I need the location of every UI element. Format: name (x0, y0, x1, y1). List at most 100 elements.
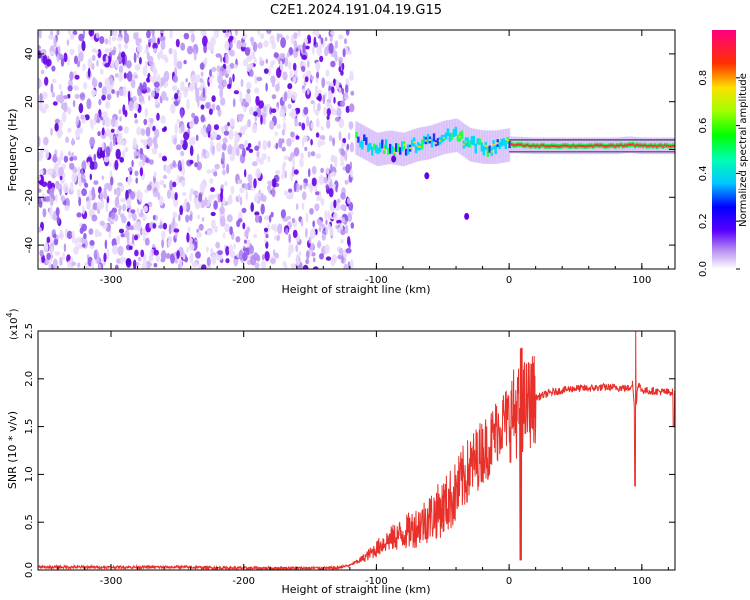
spectrogram-noise-blob (344, 38, 347, 45)
spectrogram-ridge-peak (663, 144, 667, 147)
spectrogram-noise-blob (78, 196, 82, 207)
spectrogram-noise-blob (292, 229, 298, 239)
spectrogram-noise-blob (105, 55, 109, 63)
spectrogram-noise-blob (291, 165, 295, 177)
spectrogram-noise-blob (199, 77, 203, 84)
spectrogram-noise-blob (205, 151, 210, 159)
spectrogram-ridge-core (391, 146, 394, 154)
spectrogram-noise-blob (239, 186, 245, 194)
spectrogram-ridge-core (422, 135, 426, 144)
spectrogram-noise-blob (269, 120, 275, 130)
spectrogram-noise-blob (229, 41, 233, 49)
spectrogram-noise-blob (275, 83, 280, 92)
spectrogram-noise-blob (153, 47, 158, 54)
spectrogram-ridge-peak (659, 144, 663, 147)
spectrogram-noise-blob (220, 126, 225, 134)
spectrogram-ridge-peak (424, 139, 428, 142)
spectrogram-noise-blob (210, 247, 214, 255)
spectrogram-noise-blob (286, 89, 292, 100)
spectrogram-noise-blob (307, 151, 311, 158)
spectrogram-noise-blob (276, 123, 281, 129)
spectrogram-noise-blob (131, 233, 135, 245)
spectrogram-ridge-core (373, 143, 376, 151)
spectrogram-noise-blob (91, 54, 96, 62)
spectrogram-noise-blob (124, 229, 130, 239)
spectrogram-noise-blob (134, 119, 139, 124)
spectrogram-noise-blob (108, 35, 112, 46)
colorbar-tick-label: 0.2 (698, 213, 709, 229)
spectrogram-noise-blob (242, 32, 247, 40)
spectrogram-noise-blob (261, 254, 265, 261)
spectrogram-noise-blob (38, 226, 42, 233)
spectrogram-ridge-peak (512, 144, 515, 147)
spectrogram-noise-blob (133, 150, 138, 157)
spectrogram-noise-blob (228, 244, 234, 256)
spectrogram-noise-blob (118, 89, 124, 96)
spectrogram-noise-blob (78, 33, 85, 42)
spectrogram-noise-blob (275, 142, 279, 150)
spectrogram-ridge-peak (558, 145, 561, 148)
spectrogram-ridge-peak (560, 145, 563, 148)
chart-title: C2E1.2024.191.04.19.G15 (270, 3, 442, 18)
spectrogram-noise-blob (310, 100, 315, 105)
spectrogram-noise-blob (92, 202, 99, 211)
spectrogram-noise-blob (193, 115, 199, 125)
spectrogram-noise-blob (131, 160, 134, 168)
spectrogram-noise-blob (140, 208, 144, 216)
spectrogram-ridge-core (450, 132, 454, 140)
spectrogram-noise-blob (61, 111, 67, 123)
spectrogram-noise-blob (162, 222, 167, 230)
spectrogram-noise-blob (279, 52, 286, 60)
spectrogram-ridge-core (399, 147, 402, 155)
spectrogram-ridge-core (486, 146, 489, 157)
spectrogram-noise-blob (189, 214, 193, 222)
spectrogram-noise-blob (255, 168, 262, 179)
spectrogram-noise-blob (251, 123, 258, 134)
spectrogram-noise-blob (271, 223, 276, 231)
spectrogram-ridge-peak (673, 145, 675, 147)
spectrogram-noise-blob (295, 244, 299, 253)
spectrogram-noise-blob (53, 36, 57, 48)
spectrogram-noise-blob (243, 239, 247, 244)
spectrogram-noise-blob (194, 162, 198, 168)
spectrogram-noise-blob (118, 65, 124, 75)
spectrogram-noise-blob (161, 238, 165, 249)
spectrogram-noise-blob (334, 50, 338, 61)
spectrogram-noise-blob (340, 70, 344, 76)
spectrogram-noise-blob (118, 206, 121, 216)
spectrogram-ridge-core (369, 142, 372, 150)
spectrogram-noise-blob (263, 215, 270, 221)
spectrogram-ridge-peak (383, 148, 386, 151)
spectrogram-noise-blob (286, 215, 292, 220)
spectrogram-noise-blob (138, 161, 144, 168)
spectrogram-noise-blob (348, 121, 354, 130)
spectrogram-noise-blob (139, 147, 144, 155)
spectrogram-noise-blob (59, 188, 62, 196)
spectrogram-noise-blob (302, 42, 306, 54)
spectrogram-noise-blob (225, 64, 231, 75)
spectrogram-ridge-peak (596, 144, 599, 147)
spectrogram-noise-blob (179, 205, 184, 216)
spectrogram-noise-blob (130, 209, 136, 214)
spectrogram-noise-blob (208, 78, 213, 83)
spectrogram-noise-blob (350, 169, 353, 178)
spectrogram-noise-blob (329, 35, 333, 42)
spectrogram-noise-blob (313, 102, 316, 113)
spectrogram-noise-blob (178, 214, 181, 222)
spectrogram-noise-blob (139, 167, 144, 177)
svg-text:(x104): (x104) (5, 308, 20, 340)
spectrogram-noise-blob (333, 199, 337, 209)
spectrogram-noise-blob (149, 250, 152, 261)
spectrogram-noise-blob (227, 196, 233, 205)
spectrogram-noise-blob (95, 32, 100, 39)
spectrogram-ridge-core (387, 147, 390, 155)
spectrogram-noise-blob (88, 228, 94, 235)
spectrogram-noise-blob (204, 196, 208, 206)
spectrogram-noise-blob (326, 119, 331, 129)
spectrogram-noise-blob (196, 231, 202, 238)
spectrogram-noise-blob (340, 229, 346, 236)
spectrogram-noise-blob (234, 30, 238, 36)
spectrogram-ridge-peak (600, 144, 603, 147)
spectrogram-ridge-core (476, 138, 479, 145)
spectrogram-ridge-peak (402, 144, 406, 147)
